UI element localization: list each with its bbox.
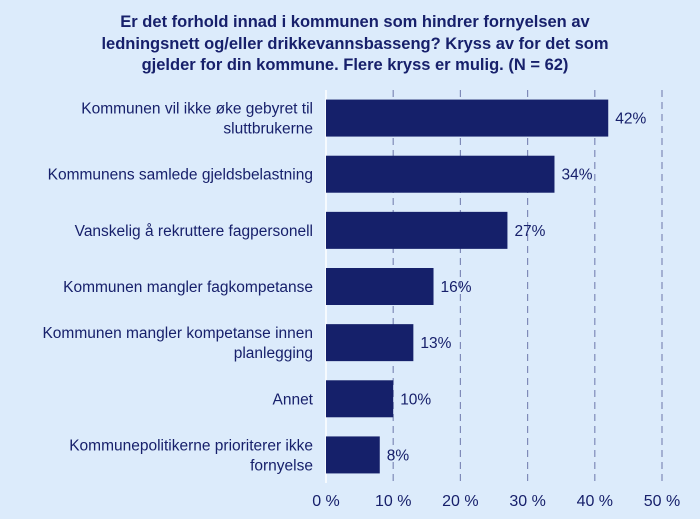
- category-label: planlegging: [234, 345, 313, 362]
- data-label: 10%: [400, 391, 431, 408]
- data-label: 42%: [615, 111, 646, 128]
- chart-title: Er det forhold innad i kommunen som hind…: [60, 12, 650, 77]
- bar: [326, 155, 555, 193]
- category-label: fornyelse: [250, 457, 313, 474]
- category-label: Kommunepolitikerne prioriterer ikke: [69, 437, 313, 454]
- x-tick-label: 20 %: [442, 493, 478, 510]
- data-label: 34%: [561, 167, 592, 184]
- category-label: sluttbrukerne: [223, 121, 313, 138]
- category-label: Kommunen mangler fagkompetanse: [63, 279, 313, 296]
- bar: [326, 268, 434, 305]
- bar: [326, 99, 609, 137]
- data-label: 27%: [514, 223, 545, 240]
- x-tick-label: 40 %: [577, 493, 613, 510]
- category-label: Kommunens samlede gjeldsbelastning: [48, 167, 313, 184]
- category-label: Kommunen vil ikke øke gebyret til: [81, 101, 313, 118]
- category-label: Vanskelig å rekruttere fagpersonell: [75, 223, 313, 240]
- bar: [326, 211, 508, 249]
- category-label: Kommunen mangler kompetanse innen: [42, 325, 313, 342]
- category-label: Annet: [272, 391, 313, 408]
- bar: [326, 324, 414, 362]
- x-tick-label: 10 %: [375, 493, 411, 510]
- x-tick-label: 50 %: [644, 493, 680, 510]
- data-label: 13%: [420, 335, 451, 352]
- x-tick-label: 30 %: [509, 493, 545, 510]
- chart-title-line: ledningsnett og/eller drikkevannsbasseng…: [101, 34, 609, 53]
- chart-title-line: Er det forhold innad i kommunen som hind…: [120, 13, 590, 31]
- bar: [326, 380, 394, 418]
- chart-title-line: gjelder for din kommune. Flere kryss er …: [141, 56, 569, 74]
- bar: [326, 436, 380, 474]
- x-tick-label: 0 %: [312, 493, 340, 510]
- data-label: 8%: [387, 447, 410, 464]
- data-label: 16%: [441, 279, 472, 296]
